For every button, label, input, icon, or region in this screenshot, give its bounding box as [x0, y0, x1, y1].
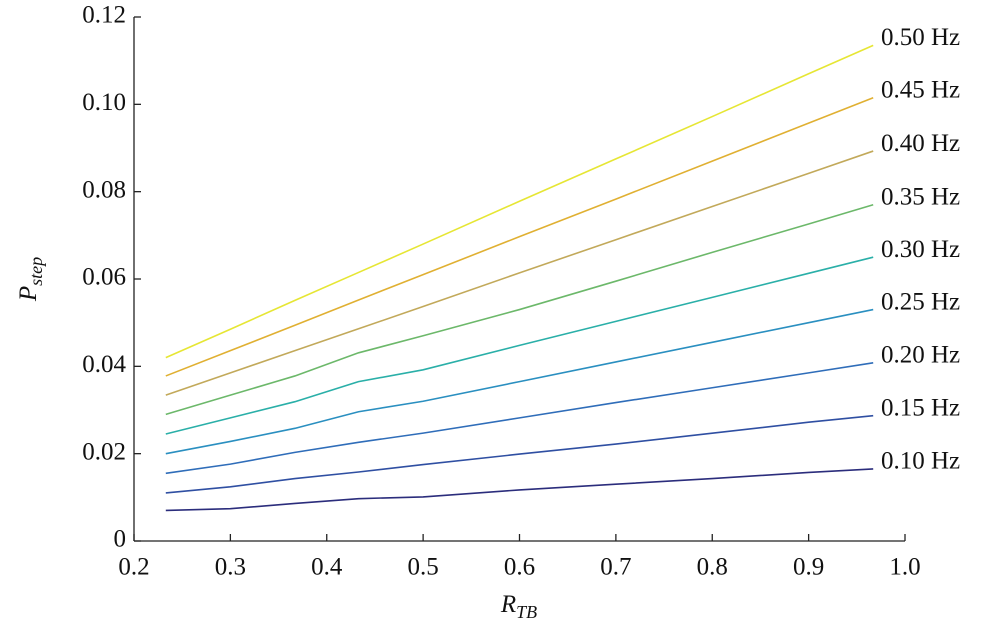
y-tick-label: 0.06 — [82, 264, 126, 291]
y-tick-label: 0.04 — [82, 351, 126, 378]
series-line — [165, 204, 874, 416]
x-tick-label: 0.6 — [504, 554, 535, 581]
y-tick-label: 0.08 — [82, 176, 126, 203]
series-label: 0.25 Hz — [881, 288, 960, 315]
series-label: 0.45 Hz — [881, 77, 960, 104]
x-label-main: R — [500, 591, 516, 618]
x-tick-label: 0.2 — [118, 554, 149, 581]
x-tick-label: 0.3 — [215, 554, 246, 581]
x-axis-label: RTB — [500, 591, 537, 622]
series-line — [165, 150, 874, 396]
y-tick-label: 0 — [114, 526, 127, 553]
series-label: 0.20 Hz — [881, 342, 960, 369]
series-line — [165, 44, 874, 359]
x-tick-label: 0.7 — [600, 554, 631, 581]
series-label: 0.40 Hz — [881, 130, 960, 157]
y-tick-label: 0.02 — [82, 438, 126, 465]
series-line — [165, 468, 874, 512]
y-tick-label: 0.10 — [82, 89, 126, 116]
series-line — [165, 362, 874, 475]
x-tick-label: 0.4 — [311, 554, 343, 581]
series-label: 0.50 Hz — [881, 24, 960, 51]
x-tick-label: 0.8 — [697, 554, 728, 581]
x-tick-label: 0.5 — [408, 554, 439, 581]
series-line — [165, 414, 874, 494]
y-label-sub: step — [26, 257, 46, 286]
series-line — [165, 256, 874, 435]
y-axis-label: Pstep — [15, 257, 46, 302]
series-label: 0.10 Hz — [881, 448, 960, 475]
x-tick-label: 1.0 — [889, 554, 920, 581]
series-line — [165, 308, 874, 455]
series-label: 0.35 Hz — [881, 184, 960, 211]
series-label: 0.15 Hz — [881, 394, 960, 421]
y-label-main: P — [15, 286, 42, 302]
x-tick-label: 0.9 — [793, 554, 824, 581]
y-tick-label: 0.12 — [82, 2, 126, 29]
series-label: 0.30 Hz — [881, 236, 960, 263]
x-label-sub: TB — [516, 602, 537, 622]
series-line — [165, 97, 874, 377]
